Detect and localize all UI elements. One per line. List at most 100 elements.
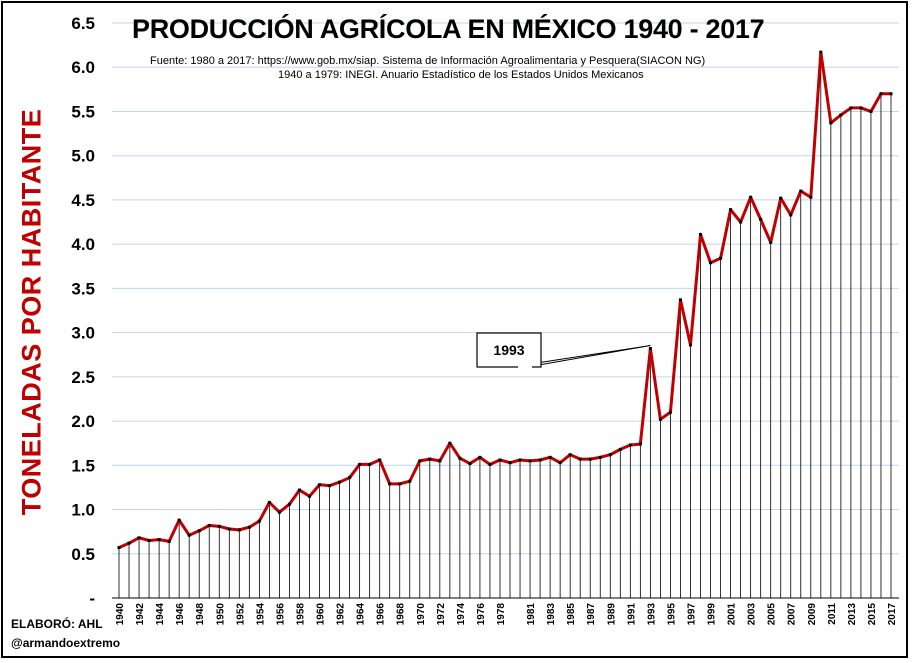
x-tick-label: 2003	[747, 603, 758, 626]
y-tick-label: 3.0	[71, 324, 95, 343]
y-tick-label: 2.5	[71, 368, 95, 387]
data-point	[237, 528, 241, 532]
x-tick-label: 1974	[456, 603, 467, 626]
data-point	[568, 453, 572, 457]
x-tick-label: 1981	[526, 603, 537, 626]
data-point	[709, 261, 713, 265]
data-point	[548, 455, 552, 459]
credit-handle: @armandoextremo	[11, 636, 121, 650]
data-point	[448, 441, 452, 445]
y-tick-label: 5.0	[71, 147, 95, 166]
data-point	[779, 196, 783, 200]
x-tick-label: 2015	[867, 603, 878, 626]
x-tick-label: 1987	[586, 603, 597, 626]
data-point	[839, 113, 843, 117]
y-tick-label: 1.5	[71, 456, 95, 475]
y-axis-label: TONELADAS POR HABITANTE	[16, 108, 47, 516]
data-point	[749, 195, 753, 199]
data-point	[398, 482, 402, 486]
data-point	[809, 195, 813, 199]
series-line	[118, 50, 891, 549]
data-point	[458, 456, 462, 460]
y-tick-label: 4.0	[71, 235, 95, 254]
data-point	[879, 92, 883, 96]
data-point	[207, 523, 211, 527]
data-point	[769, 240, 773, 244]
x-tick-label: 2017	[887, 603, 898, 626]
data-point	[167, 539, 171, 543]
y-tick-label: 6.5	[71, 14, 95, 33]
y-tick-label: 5.5	[71, 102, 95, 121]
data-point	[318, 483, 322, 487]
data-point	[177, 518, 181, 522]
x-tick-label: 1956	[275, 603, 286, 626]
x-tick-label: 1958	[295, 603, 306, 626]
data-point	[267, 500, 271, 504]
data-point	[819, 50, 823, 54]
x-tick-label: 1942	[135, 603, 146, 626]
credit-author: ELABORÓ: AHL	[11, 617, 103, 631]
data-point	[528, 459, 532, 463]
data-point	[197, 529, 201, 533]
data-point	[478, 455, 482, 459]
data-point	[538, 458, 542, 462]
data-point	[658, 417, 662, 421]
x-tick-label: 1946	[175, 603, 186, 626]
data-point	[498, 458, 502, 462]
data-point	[227, 527, 231, 531]
data-point	[247, 525, 251, 529]
x-tick-label: 1978	[496, 603, 507, 626]
data-point	[518, 458, 522, 462]
gridlines	[112, 22, 899, 555]
data-point	[608, 453, 612, 457]
x-tick-label: 1999	[707, 603, 718, 626]
x-tick-label: 1962	[336, 603, 347, 626]
data-point	[558, 461, 562, 465]
data-point	[217, 524, 221, 528]
data-point	[348, 476, 352, 480]
data-point	[578, 457, 582, 461]
data-point	[378, 458, 382, 462]
data-point	[388, 482, 392, 486]
data-point	[307, 494, 311, 498]
data-point	[358, 462, 362, 466]
y-tick-label: 4.5	[71, 191, 95, 210]
x-tick-label: 1960	[316, 603, 327, 626]
x-tick-label: 2001	[727, 603, 738, 626]
y-tick-label: 0.5	[71, 545, 95, 564]
data-point	[849, 106, 853, 110]
y-tick-label: 3.5	[71, 279, 95, 298]
y-tick-label: 1.0	[71, 501, 95, 520]
x-axis-ticks: 1940 1942 1944 1946 1948 1950 1952 1954 1956 1958…	[115, 603, 898, 626]
data-point	[799, 189, 803, 193]
x-tick-label: 1954	[255, 603, 266, 626]
data-point	[408, 479, 412, 483]
data-point	[618, 447, 622, 451]
data-point	[638, 442, 642, 446]
x-tick-label: 1944	[155, 603, 166, 626]
data-point	[137, 536, 141, 540]
x-tick-label: 1993	[646, 603, 657, 626]
data-point	[688, 343, 692, 347]
x-tick-label: 2013	[847, 603, 858, 626]
data-point	[287, 502, 291, 506]
chart-title: PRODUCCIÓN AGRÍCOLA EN MÉXICO 1940 - 201…	[132, 14, 765, 44]
x-tick-label: 1972	[436, 603, 447, 626]
x-tick-label: 1968	[396, 603, 407, 626]
data-point	[277, 510, 281, 514]
x-tick-label: 1948	[195, 603, 206, 626]
data-point	[598, 455, 602, 459]
x-tick-label: 2005	[767, 603, 778, 626]
data-point	[418, 459, 422, 463]
x-tick-label: 2011	[827, 603, 838, 625]
data-point	[488, 462, 492, 466]
data-point	[678, 298, 682, 302]
data-point	[368, 462, 372, 466]
data-point	[127, 541, 131, 545]
x-tick-label: 1985	[566, 603, 577, 626]
y-tick-label: 6.0	[71, 58, 95, 77]
y-tick-label: -	[89, 589, 95, 608]
data-point	[157, 538, 161, 542]
